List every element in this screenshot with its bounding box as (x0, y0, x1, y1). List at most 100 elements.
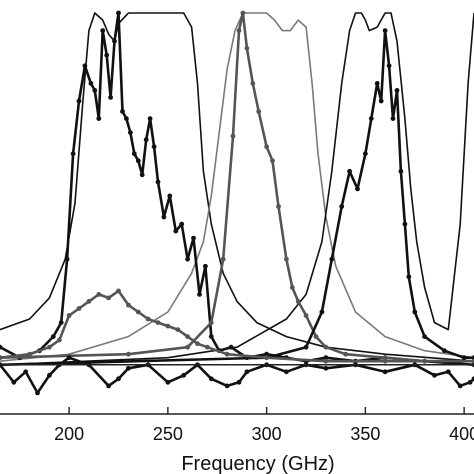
series-7-point (96, 292, 102, 297)
x-tick-label: 200 (54, 424, 84, 444)
series-7-point (27, 351, 32, 357)
series-4-point (143, 137, 149, 143)
series-layer (0, 10, 474, 396)
series-4-point (228, 344, 234, 350)
series-5-point (382, 355, 388, 361)
series-5-point (270, 158, 275, 164)
series-7-point (185, 334, 191, 339)
series-6-point (442, 348, 447, 354)
series-6-point (319, 309, 325, 315)
series-4-point (96, 116, 102, 121)
series-5-point (289, 285, 295, 290)
series-6-point (378, 98, 384, 104)
series-8-point (284, 369, 289, 375)
series-5-point (343, 351, 348, 357)
series-7-point (205, 344, 210, 350)
series-7-point (155, 320, 161, 325)
series-4-point (82, 63, 88, 69)
series-5-point (208, 320, 214, 325)
series-1 (0, 12, 474, 362)
series-7-point (175, 327, 181, 332)
series-4-point (0, 344, 3, 350)
series-4-point (167, 193, 173, 199)
series-6-point (394, 88, 400, 93)
series-8-point (165, 379, 171, 385)
series-7-point (116, 288, 121, 294)
series-1-line (0, 12, 474, 362)
series-4-point (108, 95, 113, 100)
series-5-point (303, 313, 309, 318)
series-8-point (467, 379, 473, 385)
series-6-point (339, 204, 345, 209)
x-tick-label: 400 (449, 424, 474, 444)
series-4-point (161, 214, 167, 220)
series-6-point (368, 116, 374, 121)
series-5-point (284, 256, 289, 262)
x-tick-label: 350 (350, 424, 380, 444)
series-8-point (244, 369, 250, 375)
series-5-point (185, 344, 191, 350)
series-5-line (0, 11, 474, 363)
series-4-point (120, 109, 125, 114)
series-7-point (135, 309, 141, 315)
series-8-point (471, 376, 474, 382)
series-6-point (390, 116, 396, 121)
series-5-point (230, 133, 236, 139)
series-4-point (88, 81, 94, 86)
series-6-point (363, 151, 368, 157)
series-6-point (402, 221, 408, 227)
series-8-point (457, 383, 463, 389)
series-5-point (125, 351, 131, 357)
series-4-point (100, 28, 106, 33)
series-6-point (461, 355, 467, 361)
series-7-point (56, 337, 62, 343)
series-7-point (145, 316, 151, 322)
series-4-point (179, 221, 185, 227)
series-4-point (147, 116, 153, 121)
x-tick-label: 300 (252, 424, 282, 444)
series-6-point (347, 168, 352, 174)
series-4-point (64, 256, 70, 262)
series-7-point (195, 341, 200, 347)
series-6-point (382, 28, 388, 33)
series-4-point (151, 144, 157, 150)
series-6 (0, 28, 474, 368)
series-8-point (323, 365, 329, 371)
series-5-point (313, 334, 319, 339)
series-8-point (11, 379, 17, 385)
series-7-point (224, 351, 230, 357)
series-5-point (323, 344, 329, 350)
series-7-line (0, 289, 474, 363)
series-5-point (295, 299, 301, 304)
series-6-point (398, 168, 404, 174)
series-6-point (386, 63, 392, 69)
series-4-point (323, 355, 329, 361)
series-4-point (135, 158, 141, 164)
series-7-point (125, 302, 131, 308)
series-5-point (250, 81, 256, 86)
series-8-point (181, 372, 187, 378)
series-7 (0, 288, 474, 364)
series-4-point (112, 38, 117, 44)
series-6-point (422, 334, 427, 339)
series-4-point (92, 88, 98, 93)
series-6-point (412, 309, 418, 315)
series-4-point (191, 235, 196, 241)
x-tick-label: 250 (153, 424, 183, 444)
series-8-point (23, 369, 29, 375)
series-8-point (224, 383, 230, 389)
series-7-point (0, 355, 3, 361)
series-7-point (86, 299, 92, 304)
series-4-point (173, 228, 179, 234)
series-4-point (124, 116, 129, 121)
series-4-point (104, 52, 110, 58)
series-6-point (374, 81, 380, 86)
series-7-point (76, 306, 82, 311)
series-8-point (382, 369, 388, 375)
series-8-point (236, 379, 242, 385)
series-4-point (127, 130, 133, 136)
series-7-point (165, 323, 171, 329)
series-5-point (264, 144, 269, 150)
series-6-point (355, 186, 360, 192)
